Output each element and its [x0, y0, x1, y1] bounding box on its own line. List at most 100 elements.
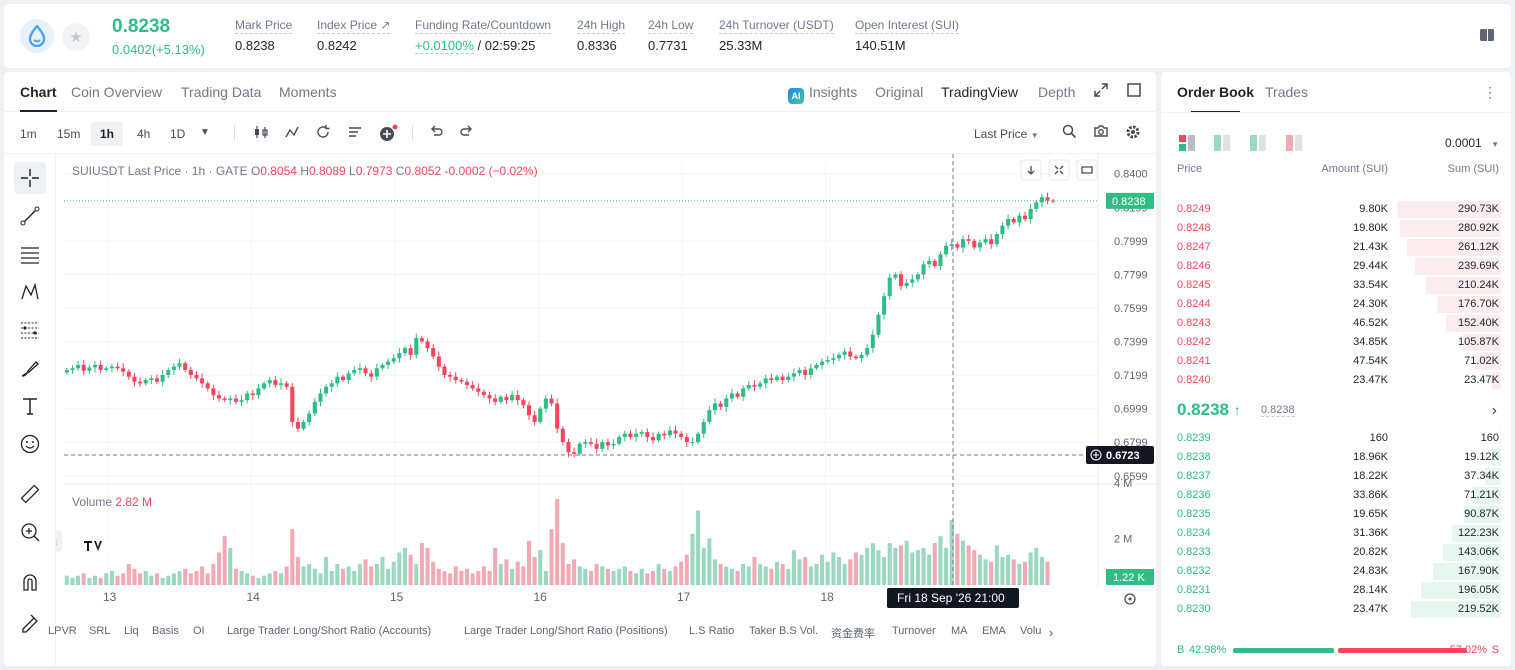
trend-line-tool-icon[interactable]: [14, 200, 46, 232]
indicator-oi[interactable]: OI: [193, 625, 205, 637]
row-amount: 33.86K: [1353, 489, 1388, 501]
precision-select[interactable]: 0.0001 ▼: [1445, 136, 1499, 150]
camera-icon[interactable]: [1092, 124, 1110, 142]
fib-tool-icon[interactable]: [14, 314, 46, 346]
timeframe-1m[interactable]: 1m: [20, 127, 37, 141]
tab-moments[interactable]: Moments: [279, 84, 337, 100]
ask-row[interactable]: 0.8247 21.43K 261.12K: [1161, 238, 1511, 257]
timeframe-15m[interactable]: 15m: [57, 127, 81, 141]
bid-row[interactable]: 0.8232 24.83K 167.90K: [1161, 562, 1511, 581]
view-tradingview[interactable]: TradingView: [941, 84, 1019, 100]
ask-row[interactable]: 0.8246 29.44K 239.69K: [1161, 257, 1511, 276]
redo-icon[interactable]: [458, 124, 476, 142]
collapse-button[interactable]: [1048, 159, 1070, 181]
indicator-ma[interactable]: MA: [951, 625, 968, 637]
ask-row[interactable]: 0.8242 34.85K 105.87K: [1161, 333, 1511, 352]
chevron-right-icon[interactable]: ›: [1049, 625, 1054, 640]
view-insights[interactable]: AI Insights: [788, 84, 857, 104]
indicator-funding-rate[interactable]: 资金费率: [831, 628, 875, 640]
indicator-taker-bs-vol[interactable]: Taker B.S Vol.: [749, 625, 819, 637]
indicator-turnover[interactable]: Turnover: [892, 625, 936, 637]
favorite-star-icon[interactable]: ★: [62, 23, 90, 51]
bid-row[interactable]: 0.8230 23.47K 219.52K: [1161, 600, 1511, 619]
candle: [865, 348, 870, 355]
indicator-basis[interactable]: Basis: [152, 625, 179, 637]
tab-trading-data[interactable]: Trading Data: [181, 84, 262, 100]
view-asks-icon[interactable]: [1250, 135, 1266, 154]
reset-chart-button[interactable]: [1076, 159, 1098, 181]
ask-row[interactable]: 0.8245 33.54K 210.24K: [1161, 276, 1511, 295]
target-icon[interactable]: [1124, 593, 1136, 605]
templates-icon[interactable]: [346, 124, 364, 142]
more-options-icon[interactable]: ⋮: [1483, 84, 1497, 100]
lock-drawings-tool-icon[interactable]: [14, 606, 46, 638]
zoom-in-tool-icon[interactable]: [14, 516, 46, 548]
chevron-right-icon[interactable]: ›: [1491, 402, 1497, 419]
undo-icon[interactable]: [427, 124, 445, 142]
candle: [464, 381, 470, 386]
bid-row[interactable]: 0.8236 33.86K 71.21K: [1161, 486, 1511, 505]
pattern-tool-icon[interactable]: [14, 276, 46, 308]
mid-price[interactable]: 0.8238 ↑: [1177, 400, 1241, 420]
magnet-tool-icon[interactable]: [14, 566, 46, 598]
view-bids-icon[interactable]: [1214, 135, 1230, 154]
tab-trades[interactable]: Trades: [1265, 84, 1309, 100]
timeframe-1h[interactable]: 1h: [91, 122, 124, 146]
tab-chart[interactable]: Chart: [20, 84, 57, 112]
fullscreen-icon[interactable]: [1125, 83, 1143, 101]
ask-row[interactable]: 0.8248 19.80K 280.92K: [1161, 219, 1511, 238]
indicator-large-trader-positions[interactable]: Large Trader Long/Short Ratio (Positions…: [464, 625, 668, 637]
candle: [1000, 225, 1005, 235]
indicator-liq[interactable]: Liq: [124, 625, 139, 637]
emoji-tool-icon[interactable]: [14, 428, 46, 460]
replay-icon[interactable]: [314, 124, 332, 142]
timeframe-4h[interactable]: 4h: [137, 127, 151, 141]
view-original[interactable]: Original: [875, 84, 924, 100]
bid-row[interactable]: 0.8234 31.36K 122.23K: [1161, 524, 1511, 543]
indicator-large-trader-accounts[interactable]: Large Trader Long/Short Ratio (Accounts): [227, 625, 432, 637]
bid-row[interactable]: 0.8237 18.22K 37.34K: [1161, 467, 1511, 486]
candle-type-icon[interactable]: [252, 124, 270, 142]
indicator-volume[interactable]: Volu: [1020, 625, 1042, 637]
ask-row[interactable]: 0.8241 47.54K 71.02K: [1161, 352, 1511, 371]
bid-row[interactable]: 0.8239 160 160: [1161, 429, 1511, 448]
parallel-lines-tool-icon[interactable]: [14, 238, 46, 270]
bid-row[interactable]: 0.8238 18.96K 19.12K: [1161, 448, 1511, 467]
ask-row[interactable]: 0.8240 23.47K 23.47K: [1161, 371, 1511, 390]
add-alert-plus-icon[interactable]: [1090, 449, 1102, 461]
price-source-select[interactable]: Last Price ▼: [974, 127, 1039, 141]
view-depth[interactable]: Depth: [1038, 84, 1076, 100]
indicator-lpvr[interactable]: LPVR: [48, 625, 77, 637]
crosshair-tool-icon[interactable]: [14, 162, 46, 194]
brush-tool-icon[interactable]: [14, 352, 46, 384]
settings-gear-icon[interactable]: [1124, 124, 1142, 142]
ruler-tool-icon[interactable]: [14, 478, 46, 510]
tab-coin-overview[interactable]: Coin Overview: [71, 84, 163, 100]
add-alert-icon[interactable]: [379, 124, 398, 142]
expand-icon[interactable]: [1092, 83, 1110, 101]
indicator-ls-ratio[interactable]: L.S Ratio: [689, 625, 735, 637]
indicator-srl[interactable]: SRL: [89, 625, 111, 637]
ask-row[interactable]: 0.8249 9.80K 290.73K: [1161, 200, 1511, 219]
text-tool-icon[interactable]: [14, 390, 46, 422]
timeframe-dropdown-icon[interactable]: ▼: [200, 127, 210, 138]
bid-row[interactable]: 0.8235 19.65K 90.87K: [1161, 505, 1511, 524]
search-icon[interactable]: [1060, 124, 1078, 142]
timeframe-1d[interactable]: 1D: [170, 127, 186, 141]
ask-row[interactable]: 0.8243 46.52K 152.40K: [1161, 314, 1511, 333]
indicators-icon[interactable]: [283, 124, 301, 142]
stat-index-price[interactable]: Index Price ↗ 0.8242: [317, 18, 391, 53]
volume-bar: [650, 571, 656, 585]
price-chart[interactable]: 0.84000.81990.79990.77990.75990.73990.71…: [56, 154, 1156, 624]
view-asks-only-icon[interactable]: [1286, 135, 1302, 154]
panel-collapse-button[interactable]: [56, 530, 62, 552]
bid-row[interactable]: 0.8233 20.82K 143.06K: [1161, 543, 1511, 562]
volume-bar: [132, 568, 137, 585]
bid-row[interactable]: 0.8231 28.14K 196.05K: [1161, 581, 1511, 600]
ask-row[interactable]: 0.8244 24.30K 176.70K: [1161, 295, 1511, 314]
guide-book-icon[interactable]: [1479, 28, 1495, 42]
stat-funding-rate[interactable]: Funding Rate/Countdown +0.0100% / 02:59:…: [415, 18, 552, 54]
tab-order-book[interactable]: Order Book: [1177, 84, 1255, 113]
view-both-icon[interactable]: [1179, 135, 1195, 154]
indicator-ema[interactable]: EMA: [982, 625, 1006, 637]
